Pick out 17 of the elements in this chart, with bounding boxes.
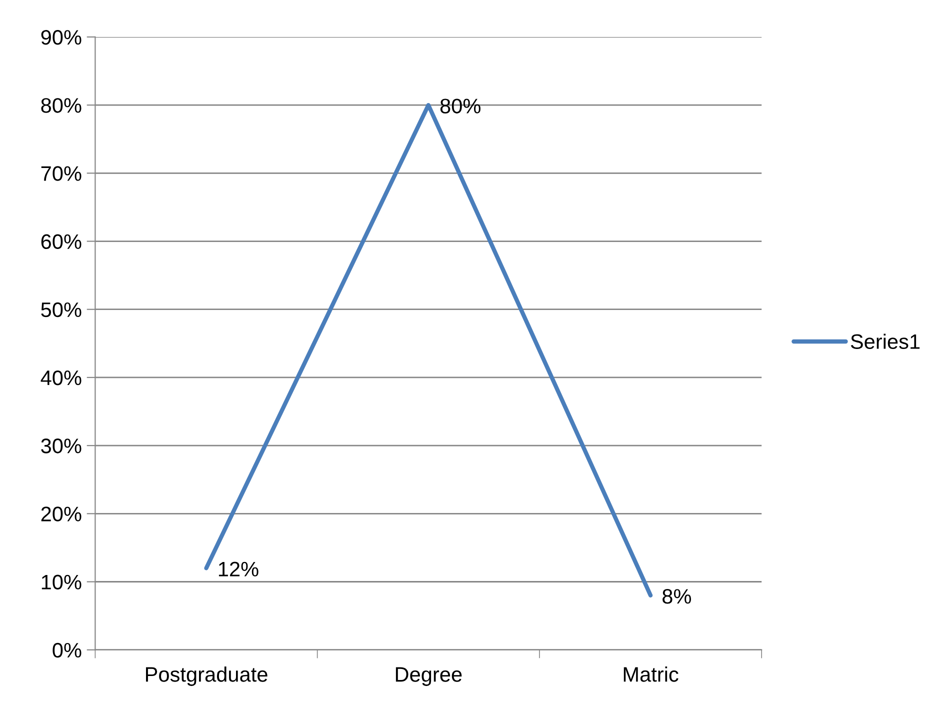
y-tick-label: 50%: [41, 302, 82, 318]
y-tick-label: 0%: [52, 642, 82, 658]
data-label: 8%: [662, 588, 692, 604]
x-tick-label: Postgraduate: [146, 666, 268, 686]
y-tick-label: 10%: [42, 574, 82, 590]
y-tick-label: 30%: [41, 438, 82, 454]
y-tick-label: 20%: [41, 506, 82, 522]
y-tick-label: 80%: [41, 98, 82, 113]
data-label: 12%: [218, 562, 258, 576]
x-tick-label: Degree: [396, 667, 462, 686]
data-label: 80%: [440, 98, 480, 114]
y-tick-label: 60%: [41, 234, 82, 250]
y-tick-label: 70%: [41, 166, 82, 181]
x-tick-label: Matric: [624, 666, 678, 682]
y-tick-label: 90%: [41, 30, 82, 45]
y-tick-label: 40%: [40, 370, 82, 386]
legend-label: Series1: [850, 334, 920, 350]
